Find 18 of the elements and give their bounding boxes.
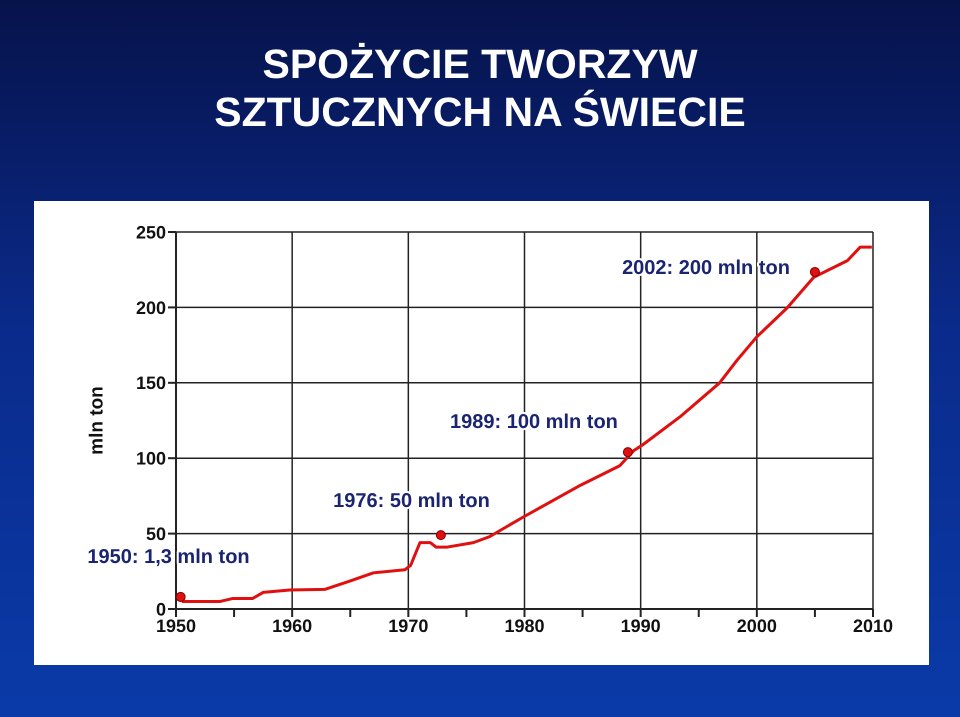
x-tick-label: 1970 (388, 616, 428, 636)
y-tick-label: 50 (146, 524, 166, 544)
chart-title: SPOŻYCIE TWORZYW SZTUCZNYCH NA ŚWIECIE (213, 40, 747, 136)
point (622, 447, 633, 458)
annotation: 1950: 1,3 mln ton (87, 546, 250, 568)
y-axis-title: mln ton (86, 386, 108, 455)
x-tick-label: 2010 (852, 616, 894, 636)
y-tick-label: 100 (136, 448, 166, 469)
point (436, 530, 446, 540)
x-tick-label: 1990 (620, 616, 661, 636)
point (810, 266, 820, 277)
x-tick-label: 1980 (504, 616, 545, 636)
y-tick-label: 250 (136, 222, 166, 242)
x-tick-label: 1960 (272, 616, 312, 636)
point (176, 592, 186, 602)
y-tick-label: 200 (136, 298, 166, 318)
x-tick-label: 2000 (736, 616, 777, 636)
y-tick-label: 150 (136, 373, 166, 394)
